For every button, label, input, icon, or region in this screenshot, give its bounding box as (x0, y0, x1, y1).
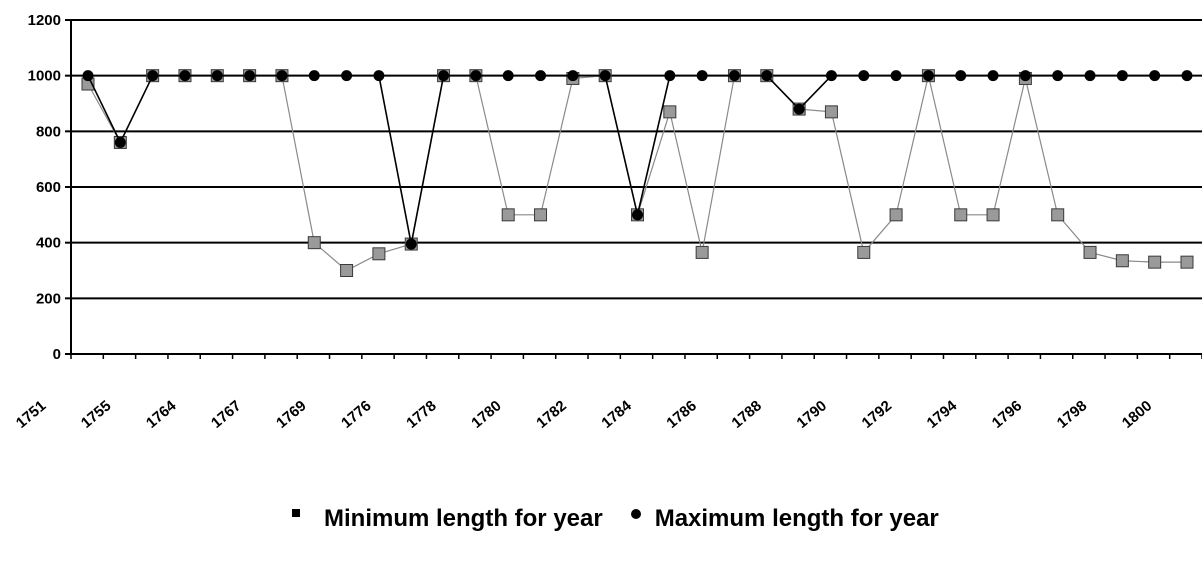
maximum-data-point (1181, 70, 1193, 82)
maximum-data-point (1084, 70, 1096, 82)
circle-marker-icon (630, 509, 641, 519)
x-tick-label: 1792 (859, 397, 895, 431)
minimum-data-point (1083, 245, 1097, 259)
maximum-data-point (308, 70, 320, 82)
minimum-data-point (695, 245, 709, 259)
maximum-data-point (1116, 70, 1128, 82)
x-tick-labels: 1751 1755 1764 1767 1769 1776 1778 1780 1782 1784… (13, 397, 1155, 432)
maximum-data-point (793, 103, 805, 115)
maximum-data-point (728, 70, 740, 82)
y-tick-labels: 0 200 400 600 800 1000 1200 (28, 12, 61, 363)
minimum-data-point (1051, 208, 1065, 222)
minimum-data-point (372, 247, 386, 261)
square-marker-icon (292, 509, 300, 517)
x-tick-label: 1764 (143, 397, 180, 432)
maximum-data-point (438, 70, 450, 82)
x-tick-label: 1755 (78, 397, 114, 431)
gridlines (71, 19, 1202, 300)
minimum-data-point (824, 105, 838, 119)
maximum-data-point (987, 70, 999, 82)
x-tick-label: 1751 (13, 397, 49, 431)
legend-label-minimum: Minimum length for year (324, 505, 603, 532)
maximum-data-point (1019, 70, 1031, 82)
x-tick-label: 1794 (924, 397, 961, 432)
maximum-data-point (179, 70, 191, 82)
x-tick-label: 1800 (1119, 397, 1155, 431)
maximum-data-point (955, 70, 967, 82)
maximum-data-point (211, 70, 223, 82)
maximum-data-point (244, 70, 256, 82)
y-tick-label: 800 (36, 123, 61, 140)
minimum-data-point (1148, 255, 1162, 269)
minimum-series-line (87, 75, 1187, 272)
x-tick-label: 1782 (533, 397, 569, 431)
maximum-data-point (276, 70, 288, 82)
legend-label-maximum: Maximum length for year (654, 505, 939, 532)
x-tick-label: 1767 (208, 397, 244, 431)
y-tick-label: 0 (53, 346, 61, 363)
minimum-data-point (986, 208, 1000, 222)
maximum-data-point (632, 209, 643, 221)
axes (65, 19, 1202, 359)
minimum-data-point (889, 208, 903, 222)
maximum-data-point (470, 70, 482, 82)
series-maximum-length (82, 70, 1193, 250)
x-tick-label: 1788 (729, 397, 765, 431)
maximum-data-point (922, 70, 934, 82)
maximum-data-point (535, 70, 547, 82)
maximum-data-point (761, 70, 773, 82)
x-tick-label: 1780 (468, 397, 504, 431)
x-tick-label: 1786 (663, 397, 699, 431)
legend-item-maximum: Maximum length for year (630, 505, 939, 533)
y-tick-label: 1200 (28, 12, 61, 29)
y-tick-label: 1000 (28, 68, 61, 85)
maximum-data-point (502, 70, 514, 82)
minimum-data-point (663, 105, 677, 119)
maximum-data-point (664, 70, 676, 82)
x-tick-label: 1776 (338, 397, 374, 431)
minimum-data-point (954, 208, 968, 222)
y-tick-label: 200 (36, 290, 61, 307)
x-tick-label: 1798 (1054, 397, 1090, 431)
minimum-data-point (857, 245, 871, 259)
maximum-data-point (341, 70, 353, 82)
maximum-data-point (858, 70, 870, 82)
x-tick-label: 1778 (403, 397, 439, 431)
maximum-data-point (1149, 70, 1161, 82)
maximum-data-point (147, 70, 159, 82)
maximum-data-point (82, 70, 94, 82)
maximum-data-point (373, 70, 385, 82)
minimum-data-point (534, 208, 548, 222)
series-minimum-length (81, 69, 1194, 277)
minimum-data-point (1180, 255, 1194, 269)
maximum-data-point (1052, 70, 1064, 82)
maximum-data-point (567, 70, 579, 82)
maximum-data-point (114, 136, 126, 148)
legend-item-minimum: Minimum length for year (292, 505, 603, 533)
legend: Minimum length for year Maximum length f… (292, 505, 967, 533)
y-tick-label: 400 (36, 235, 61, 252)
minimum-data-point (307, 236, 321, 250)
minimum-data-point (1115, 254, 1129, 268)
maximum-data-point (405, 238, 417, 250)
maximum-data-point (890, 70, 902, 82)
minimum-data-point (340, 264, 354, 277)
minimum-data-point (501, 208, 515, 222)
maximum-data-point (825, 70, 837, 82)
y-tick-label: 600 (36, 179, 61, 196)
maximum-data-point (696, 70, 708, 82)
x-tick-label: 1796 (989, 397, 1025, 431)
maximum-data-point (599, 70, 611, 82)
x-tick-label: 1790 (794, 397, 830, 431)
x-tick-label: 1784 (598, 397, 635, 432)
x-tick-label: 1769 (273, 397, 309, 431)
